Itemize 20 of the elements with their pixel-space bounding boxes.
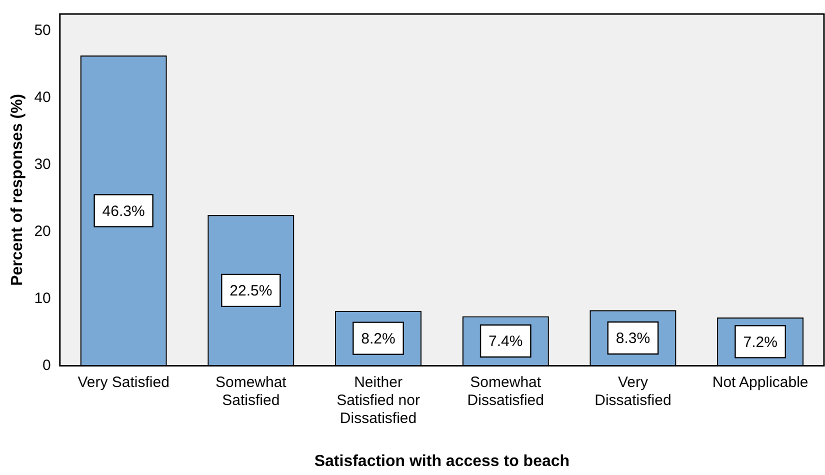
data-label: 46.3%: [102, 202, 145, 220]
x-axis-title: Satisfaction with access to beach: [314, 452, 570, 470]
data-label: 8.2%: [361, 330, 396, 348]
x-tick-label: Not Applicable: [712, 374, 808, 391]
y-axis-title: Percent of responses (%): [9, 94, 26, 286]
y-tick-label: 30: [34, 156, 51, 173]
y-tick-label: 50: [34, 22, 51, 39]
x-tick-label: Somewhat Satisfied: [215, 374, 288, 409]
data-label: 7.4%: [488, 333, 523, 350]
y-tick-label: 20: [34, 222, 51, 240]
x-tick-label: Very Satisfied: [78, 374, 170, 391]
data-label: 8.3%: [616, 330, 650, 348]
y-tick-label: 40: [34, 88, 51, 106]
data-label: 22.5%: [230, 282, 272, 300]
data-label: 7.2%: [743, 334, 778, 351]
y-tick-label: 0: [42, 356, 51, 374]
x-tick-label: Very Dissatisfied: [594, 374, 672, 409]
y-tick-label: 10: [34, 290, 51, 307]
x-tick-label: Neither Satisfied nor Dissatisfied: [336, 374, 420, 427]
x-tick-label: Somewhat Dissatisfied: [467, 374, 544, 409]
